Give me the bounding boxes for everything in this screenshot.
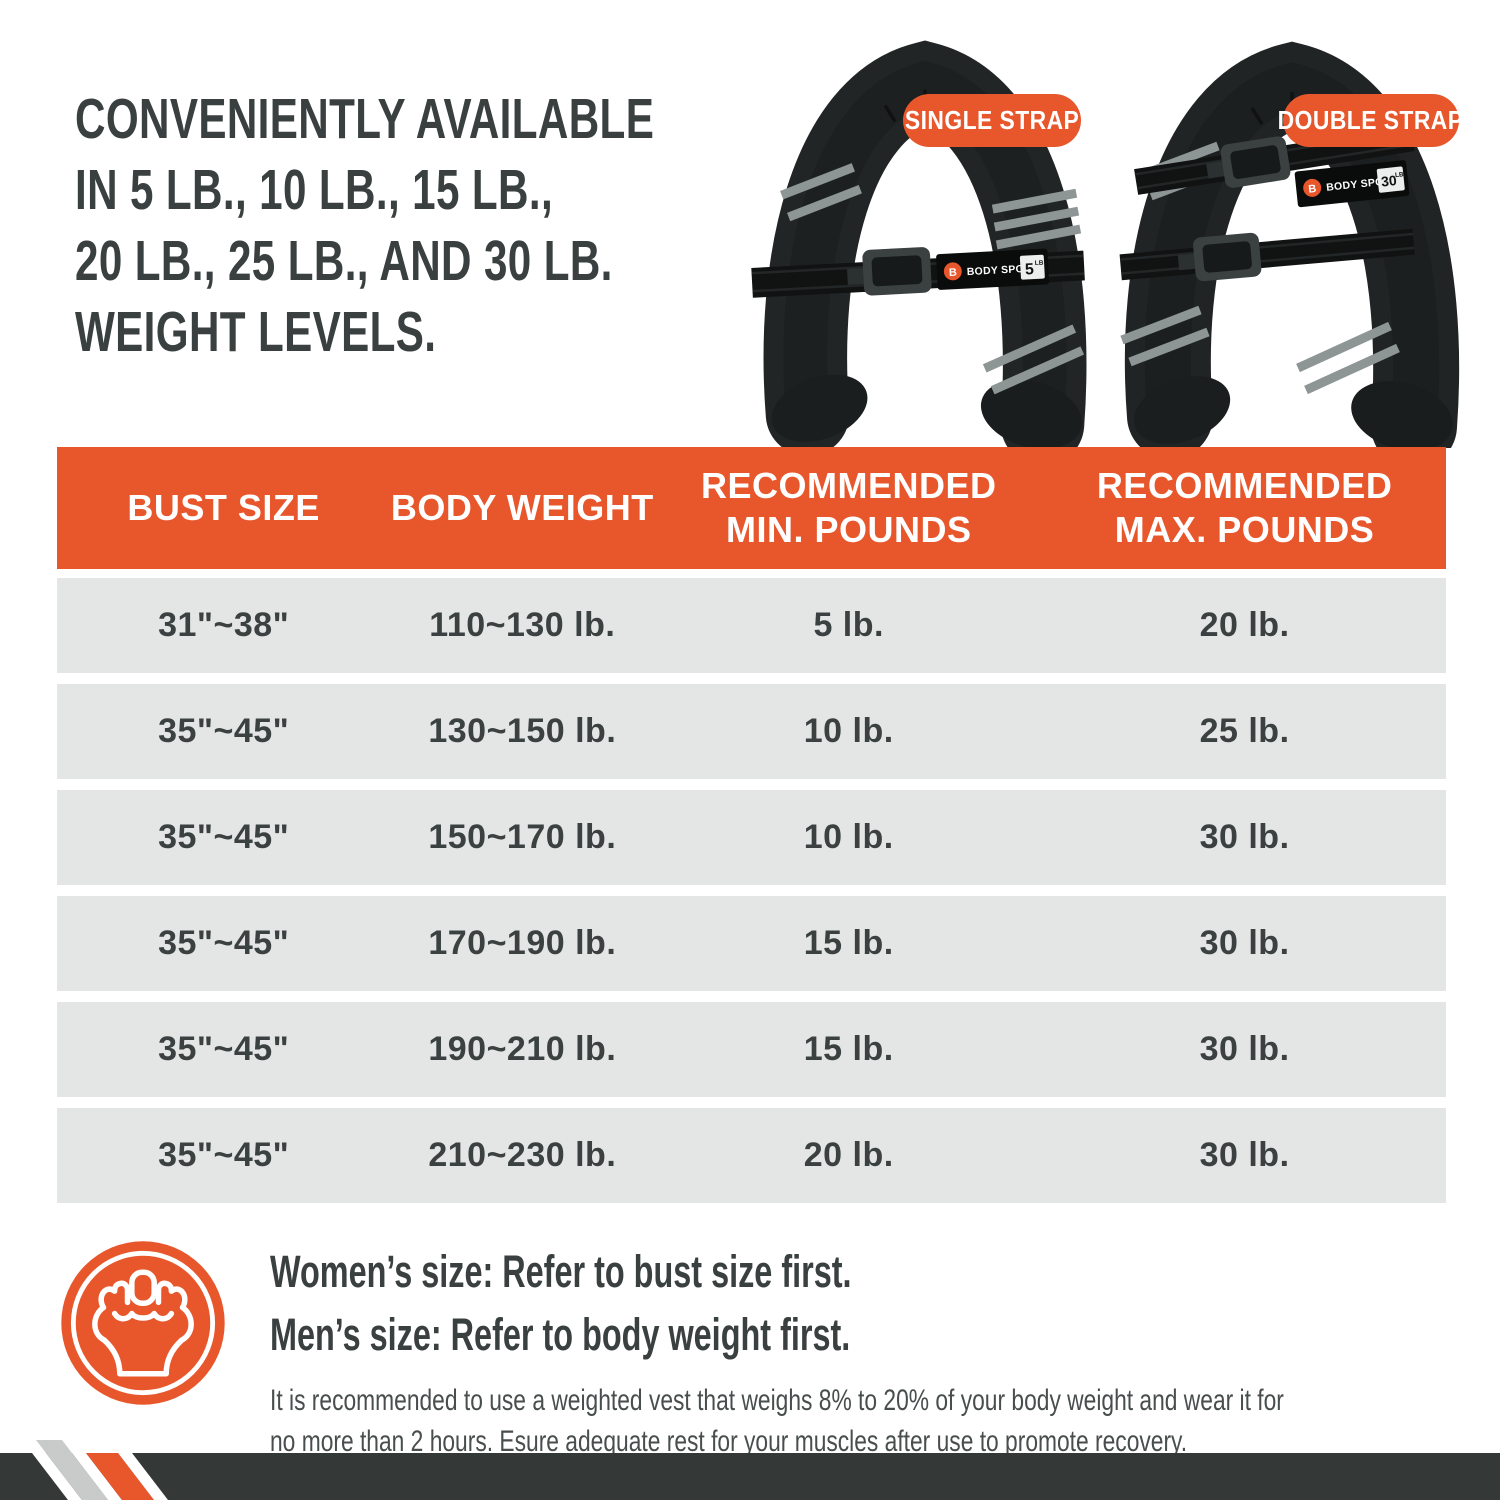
headline-line-4: WEIGHT LEVELS. bbox=[75, 300, 437, 364]
weight-tag-number: 5 bbox=[1025, 261, 1035, 278]
cell-weight: 130~150 lb. bbox=[428, 712, 617, 750]
header-recommended-max: RECOMMENDED MAX. POUNDS bbox=[1096, 465, 1393, 550]
waist-strap: B BODY SPORT 5 LB bbox=[751, 247, 1085, 298]
weight-tag bbox=[1376, 166, 1405, 193]
sizing-note: Women’s size: Refer to bust size first. … bbox=[270, 1240, 1500, 1462]
cell-min: 5 lb. bbox=[813, 606, 884, 644]
footer-stripes bbox=[32, 1440, 168, 1500]
table-row-1: 31"~38" 110~130 lb. 5 lb. 20 lb. bbox=[57, 578, 1446, 673]
womens-size-note: Women’s size: Refer to bust size first. bbox=[270, 1246, 852, 1297]
table-row-6: 35"~45" 210~230 lb. 20 lb. 30 lb. bbox=[57, 1108, 1446, 1203]
cell-bust: 35"~45" bbox=[158, 1030, 290, 1068]
cell-max: 20 lb. bbox=[1199, 606, 1290, 644]
cell-weight: 110~130 lb. bbox=[429, 606, 616, 644]
muscle-flex-icon bbox=[61, 1241, 225, 1405]
buckle-prong bbox=[847, 267, 868, 285]
cell-weight: 150~170 lb. bbox=[428, 818, 617, 856]
weight-tag bbox=[1019, 254, 1045, 280]
recommendation-line-2: no more than 2 hours. Esure adequate res… bbox=[270, 1425, 1188, 1458]
table-row-5: 35"~45" 190~210 lb. 15 lb. 30 lb. bbox=[57, 1002, 1446, 1097]
weight-tag-unit: LB bbox=[1395, 171, 1405, 179]
single-strap-badge: SINGLE STRAP bbox=[903, 94, 1081, 147]
double-strap-badge-label: DOUBLE STRAP bbox=[1278, 105, 1464, 135]
header-bust-size: BUST SIZE bbox=[127, 487, 320, 528]
cell-weight: 210~230 lb. bbox=[428, 1136, 617, 1174]
cell-bust: 31"~38" bbox=[158, 606, 290, 644]
headline: CONVENIENTLY AVAILABLE IN 5 LB., 10 LB.,… bbox=[75, 84, 654, 368]
header-recommended-min: RECOMMENDED MIN. POUNDS bbox=[700, 465, 997, 550]
brand-logo-icon bbox=[1303, 178, 1322, 197]
cell-max: 25 lb. bbox=[1199, 712, 1290, 750]
cell-weight: 190~210 lb. bbox=[428, 1030, 617, 1068]
single-strap-badge-label: SINGLE STRAP bbox=[904, 105, 1080, 135]
weight-tag-unit: LB bbox=[1035, 260, 1044, 267]
headline-line-2: IN 5 LB., 10 LB., 15 LB., bbox=[75, 158, 554, 222]
recommendation-line-1: It is recommended to use a weighted vest… bbox=[270, 1384, 1284, 1417]
single-strap-vest-image: B BODY SPORT 5 LB bbox=[751, 40, 1087, 448]
brand-logo-icon bbox=[943, 262, 962, 281]
mens-size-note: Men’s size: Refer to body weight first. bbox=[270, 1309, 851, 1360]
table-row-3: 35"~45" 150~170 lb. 10 lb. 30 lb. bbox=[57, 790, 1446, 885]
headline-line-1: CONVENIENTLY AVAILABLE bbox=[75, 87, 655, 151]
cell-bust: 35"~45" bbox=[158, 818, 290, 856]
cell-weight: 170~190 lb. bbox=[428, 924, 617, 962]
reflective-stripes bbox=[1120, 141, 1400, 395]
header-body-weight: BODY WEIGHT bbox=[390, 487, 654, 528]
table-row-4: 35"~45" 170~190 lb. 15 lb. 30 lb. bbox=[57, 896, 1446, 991]
double-strap-badge: DOUBLE STRAP bbox=[1278, 94, 1463, 147]
weight-tag-number: 30 bbox=[1380, 172, 1397, 190]
cell-min: 20 lb. bbox=[803, 1136, 894, 1174]
table-row-2: 35"~45" 130~150 lb. 10 lb. 25 lb. bbox=[57, 684, 1446, 779]
cell-bust: 35"~45" bbox=[158, 924, 290, 962]
cell-max: 30 lb. bbox=[1199, 818, 1290, 856]
cell-max: 30 lb. bbox=[1199, 1030, 1290, 1068]
cell-min: 10 lb. bbox=[803, 712, 894, 750]
brand-logo-letter: B bbox=[949, 267, 958, 279]
brand-label: B BODY SPORT 30 LB bbox=[1294, 160, 1410, 208]
sizing-note-bold: Women’s size: Refer to bust size first. … bbox=[270, 1240, 1231, 1366]
cell-min: 15 lb. bbox=[803, 1030, 894, 1068]
cell-bust: 35"~45" bbox=[158, 712, 290, 750]
table-header-row: BUST SIZE BODY WEIGHT RECOMMENDED MIN. P… bbox=[57, 447, 1446, 569]
brand-logo-letter: B bbox=[1308, 183, 1317, 196]
double-strap-vest-image: B BODY SPORT 30 LB bbox=[1119, 41, 1460, 448]
sizing-note-body: It is recommended to use a weighted vest… bbox=[270, 1380, 1284, 1462]
reflective-stripes bbox=[780, 163, 1085, 395]
cell-bust: 35"~45" bbox=[158, 1136, 290, 1174]
footer-bar bbox=[0, 1440, 1500, 1500]
size-chart-table: BUST SIZE BODY WEIGHT RECOMMENDED MIN. P… bbox=[57, 447, 1446, 1203]
headline-line-3: 20 LB., 25 LB., AND 30 LB. bbox=[75, 229, 613, 293]
cell-min: 15 lb. bbox=[803, 924, 894, 962]
lower-strap bbox=[1119, 228, 1415, 282]
cell-min: 10 lb. bbox=[803, 818, 894, 856]
cell-max: 30 lb. bbox=[1199, 1136, 1290, 1174]
cell-max: 30 lb. bbox=[1199, 924, 1290, 962]
